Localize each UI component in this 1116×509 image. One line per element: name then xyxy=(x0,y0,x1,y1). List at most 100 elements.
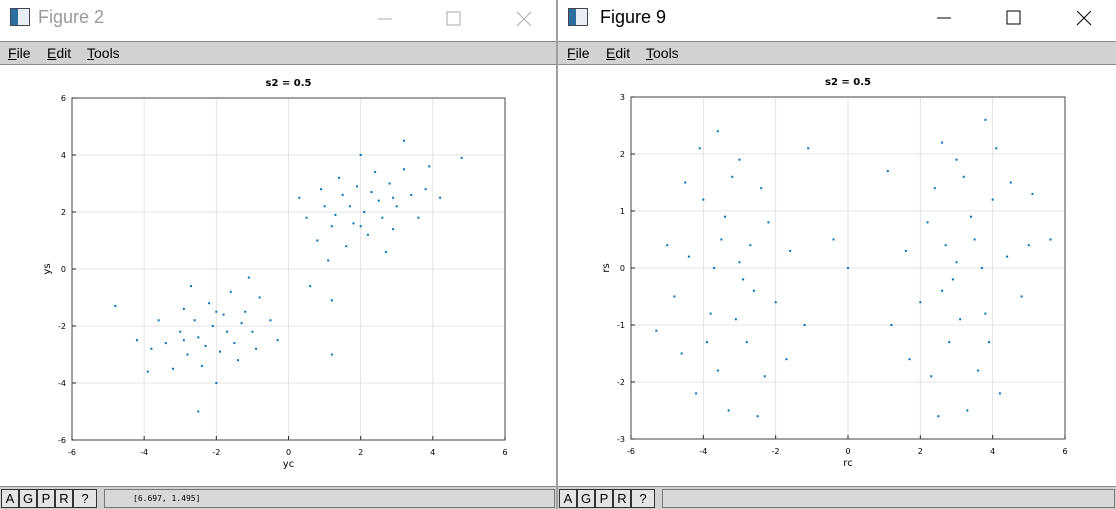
point xyxy=(926,221,929,224)
menu-item[interactable]: Tools xyxy=(87,45,120,61)
toolbar-button[interactable]: P xyxy=(595,489,613,508)
point xyxy=(377,199,380,202)
point xyxy=(319,188,322,191)
point xyxy=(1020,295,1023,298)
point xyxy=(215,310,218,313)
menu-item[interactable]: Edit xyxy=(47,45,72,61)
toolbar-button[interactable]: R xyxy=(55,489,73,508)
point xyxy=(1031,192,1034,195)
point xyxy=(345,245,348,248)
point xyxy=(190,285,193,288)
point xyxy=(998,392,1001,395)
point xyxy=(904,249,907,252)
point xyxy=(222,313,225,316)
y-tick-label: -2 xyxy=(58,322,66,331)
menu-item[interactable]: Tools xyxy=(646,45,679,61)
point xyxy=(211,325,214,327)
toolbar-button[interactable]: R xyxy=(613,489,631,508)
point xyxy=(969,215,972,218)
point xyxy=(1049,238,1052,241)
point xyxy=(309,285,312,288)
point xyxy=(363,211,366,213)
point xyxy=(984,118,987,121)
point xyxy=(680,352,683,355)
maximize[interactable] xyxy=(1006,10,1021,25)
point xyxy=(760,187,763,190)
point xyxy=(244,310,247,313)
x-tick-label: 4 xyxy=(990,447,995,456)
menu-item[interactable]: File xyxy=(8,45,31,61)
x-tick-label: -4 xyxy=(699,447,707,456)
window-controls[interactable] xyxy=(370,0,556,40)
point xyxy=(1027,244,1030,247)
point xyxy=(933,187,936,190)
point xyxy=(991,198,994,201)
toolbar-button[interactable]: P xyxy=(37,489,55,508)
status-bar: A G P R ? [6.697, 1.495] xyxy=(0,486,556,509)
point xyxy=(208,302,211,305)
point xyxy=(316,239,319,242)
point xyxy=(233,342,236,345)
point xyxy=(388,182,391,185)
x-tick-label: 2 xyxy=(918,447,923,456)
point xyxy=(966,409,969,412)
x-tick-label: 0 xyxy=(286,448,291,457)
menu-item[interactable]: Edit xyxy=(606,45,631,61)
point xyxy=(366,233,369,236)
point xyxy=(847,267,849,269)
point xyxy=(705,341,708,344)
window-controls[interactable] xyxy=(930,0,1116,40)
point xyxy=(200,364,203,367)
point xyxy=(731,175,734,178)
point xyxy=(197,336,200,339)
menu-item[interactable]: File xyxy=(567,45,590,61)
point xyxy=(955,158,958,161)
point xyxy=(695,392,698,395)
maximize[interactable] xyxy=(446,11,461,26)
app-icon xyxy=(10,8,30,26)
point xyxy=(370,191,373,194)
close[interactable] xyxy=(516,11,532,27)
point xyxy=(941,141,944,144)
point xyxy=(193,319,196,322)
point xyxy=(713,267,716,269)
toolbar-button[interactable]: A xyxy=(559,489,577,508)
point xyxy=(298,196,301,199)
y-tick-label: -2 xyxy=(617,378,625,387)
point xyxy=(807,147,810,150)
plot-area: -6 -4 -2 0 2 4 6 -3 -2 -1 0 1 2 3 s2 = 0.5 rc rs xyxy=(601,77,1068,469)
point xyxy=(338,176,341,179)
point xyxy=(341,193,344,196)
point xyxy=(767,221,770,224)
point xyxy=(135,339,138,342)
toolbar-button[interactable]: G xyxy=(19,489,37,508)
point xyxy=(402,139,405,142)
chart-title: s2 = 0.5 xyxy=(825,77,871,88)
point xyxy=(251,330,254,333)
point xyxy=(381,216,384,219)
point xyxy=(789,249,792,252)
menu-bar: File Edit Tools xyxy=(0,41,556,65)
point xyxy=(182,307,185,310)
x-axis-label: rc xyxy=(843,458,852,469)
y-tick-label: 3 xyxy=(620,93,625,102)
y-tick-label: -1 xyxy=(617,321,625,330)
x-tick-label: 6 xyxy=(1062,447,1067,456)
point xyxy=(334,213,337,216)
toolbar-button[interactable]: A xyxy=(1,489,19,508)
toolbar-button[interactable]: ? xyxy=(73,489,97,508)
point xyxy=(734,318,737,321)
point xyxy=(384,250,387,253)
point xyxy=(720,238,723,241)
toolbar-button[interactable]: ? xyxy=(631,489,655,508)
point xyxy=(348,205,351,208)
point xyxy=(756,415,759,418)
point xyxy=(962,175,965,178)
x-tick-label: -2 xyxy=(772,447,780,456)
status-text: [6.697, 1.495] xyxy=(104,489,555,508)
y-tick-label: 0 xyxy=(61,265,66,274)
toolbar-button[interactable]: G xyxy=(577,489,595,508)
point xyxy=(218,350,221,353)
close[interactable] xyxy=(1076,10,1092,26)
